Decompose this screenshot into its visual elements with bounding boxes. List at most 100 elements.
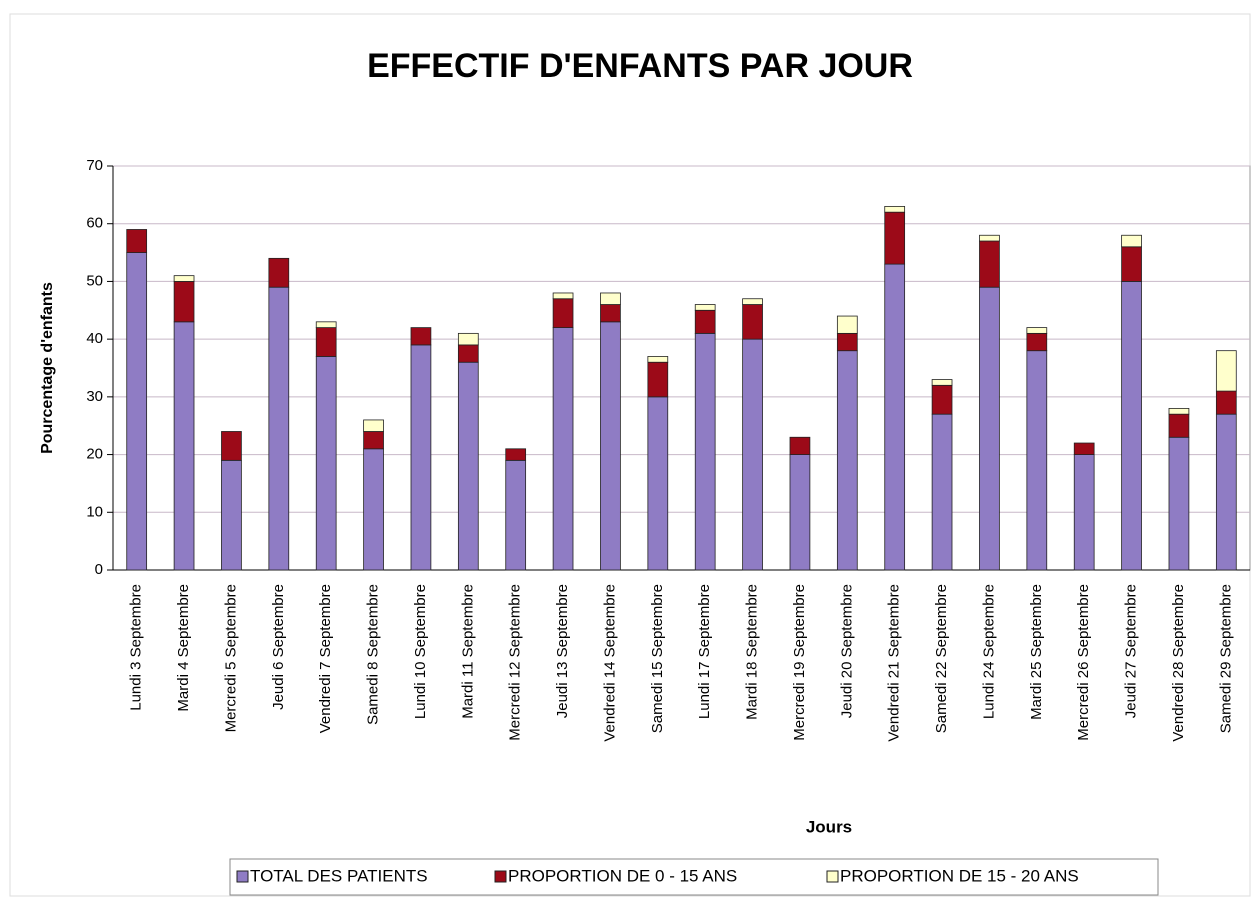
bar-segment — [457, 332, 479, 346]
x-tick-label: Jeudi 20 Septembre — [838, 584, 855, 718]
bar-segment — [836, 315, 858, 334]
legend-swatch — [494, 870, 507, 883]
bar-segment — [221, 459, 242, 571]
bar-segment — [221, 431, 242, 461]
bar-segment — [1121, 234, 1142, 248]
y-tick-label: 50 — [86, 272, 103, 289]
y-tick-label: 70 — [86, 157, 103, 174]
legend-swatch — [236, 870, 249, 883]
bar-segment — [979, 286, 1000, 571]
bar-segment — [647, 356, 669, 363]
bar-segment — [315, 327, 337, 357]
bar-segment — [647, 396, 669, 571]
x-tick-label: Vendredi 28 Septembre — [1170, 584, 1187, 742]
legend-swatch — [826, 870, 839, 883]
bar-segment — [1215, 413, 1237, 571]
bar-segment — [600, 321, 621, 571]
bar-segment — [931, 413, 953, 571]
bar-segment — [1168, 436, 1190, 571]
bar-segment — [173, 275, 195, 282]
bar-segment — [315, 321, 337, 329]
x-tick-label: Lundi 3 Septembre — [128, 584, 145, 711]
bar-segment — [600, 304, 621, 323]
y-tick-label: 0 — [95, 561, 103, 578]
bar-segment — [884, 211, 906, 265]
bar-segment — [363, 448, 384, 571]
x-tick-label: Samedi 29 Septembre — [1217, 584, 1234, 733]
bar-segment — [410, 344, 432, 571]
bar-segment — [1168, 407, 1190, 415]
x-tick-label: Vendredi 7 Septembre — [317, 584, 334, 733]
chart-title: EFFECTIF D'ENFANTS PAR JOUR — [367, 47, 913, 85]
bar-segment — [931, 379, 953, 386]
x-tick-label: Jeudi 6 Septembre — [270, 584, 287, 710]
bar-segment — [1073, 442, 1095, 455]
bar-segment — [1073, 454, 1095, 571]
bar-segment — [1121, 246, 1142, 282]
x-tick-label: Jeudi 27 Septembre — [1123, 584, 1140, 718]
legend-label: PROPORTION DE 15 - 20 ANS — [840, 866, 1079, 885]
y-axis-label: Pourcentage d'enfants — [39, 282, 56, 454]
bar-segment — [410, 327, 432, 346]
x-tick-label: Mercredi 12 Septembre — [507, 584, 524, 741]
bar-segment — [884, 205, 906, 213]
x-tick-label: Mardi 18 Septembre — [744, 584, 761, 720]
bar-segment — [789, 454, 811, 571]
bar-segment — [315, 356, 337, 571]
x-tick-label: Mardi 11 Septembre — [459, 584, 476, 719]
x-tick-label: Mardi 4 Septembre — [175, 584, 192, 712]
bar-segment — [268, 257, 290, 288]
bar-segment — [126, 252, 148, 571]
y-tick-label: 20 — [86, 446, 103, 463]
bar-segment — [600, 292, 621, 305]
bar-segment — [884, 263, 906, 571]
bar-segment — [1026, 332, 1048, 352]
bar-segment — [742, 298, 763, 305]
x-tick-label: Samedi 8 Septembre — [365, 584, 382, 725]
bar-segment — [173, 321, 195, 571]
bar-segment — [552, 298, 574, 329]
y-tick-label: 10 — [86, 503, 103, 520]
x-tick-label: Lundi 17 Septembre — [696, 584, 713, 719]
bar-segment — [1168, 413, 1190, 438]
bar-segment — [647, 361, 669, 398]
legend-label: TOTAL DES PATIENTS — [250, 866, 428, 885]
bar-segment — [1121, 281, 1142, 571]
x-tick-label: Mardi 25 Septembre — [1028, 584, 1045, 720]
bar-segment — [979, 234, 1000, 242]
bar-segment — [268, 286, 290, 571]
bar-segment — [836, 350, 858, 571]
bar-segment — [979, 240, 1000, 288]
legend-box — [229, 858, 1159, 896]
bar-segment — [789, 436, 811, 455]
x-tick-label: Lundi 24 Septembre — [980, 584, 997, 719]
x-tick-label: Lundi 10 Septembre — [412, 584, 429, 719]
bar-segment — [694, 304, 716, 311]
bar-segment — [836, 332, 858, 352]
x-tick-label: Mercredi 26 Septembre — [1075, 584, 1092, 741]
bar-segment — [173, 281, 195, 323]
bar-segment — [552, 327, 574, 571]
legend-label: PROPORTION DE 0 - 15 ANS — [508, 866, 737, 885]
bar-segment — [742, 338, 763, 571]
y-tick-label: 60 — [86, 215, 103, 232]
bar-segment — [552, 292, 574, 300]
bar-segment — [694, 309, 716, 334]
bar-segment — [694, 332, 716, 571]
x-tick-label: Mercredi 5 Septembre — [222, 584, 239, 732]
x-tick-label: Samedi 15 Septembre — [649, 584, 666, 733]
bar-segment — [931, 384, 953, 415]
x-tick-label: Samedi 22 Septembre — [933, 584, 950, 733]
bar-segment — [505, 448, 527, 461]
x-tick-label: Mercredi 19 Septembre — [791, 584, 808, 741]
bar-segment — [1026, 350, 1048, 571]
bar-segment — [363, 431, 384, 450]
x-tick-label: Vendredi 21 Septembre — [886, 584, 903, 742]
bar-segment — [457, 344, 479, 363]
plot-area — [112, 165, 1251, 571]
bar-segment — [742, 304, 763, 340]
bar-segment — [1026, 327, 1048, 334]
y-tick-label: 40 — [86, 330, 103, 347]
x-tick-label: Vendredi 14 Septembre — [601, 584, 618, 742]
